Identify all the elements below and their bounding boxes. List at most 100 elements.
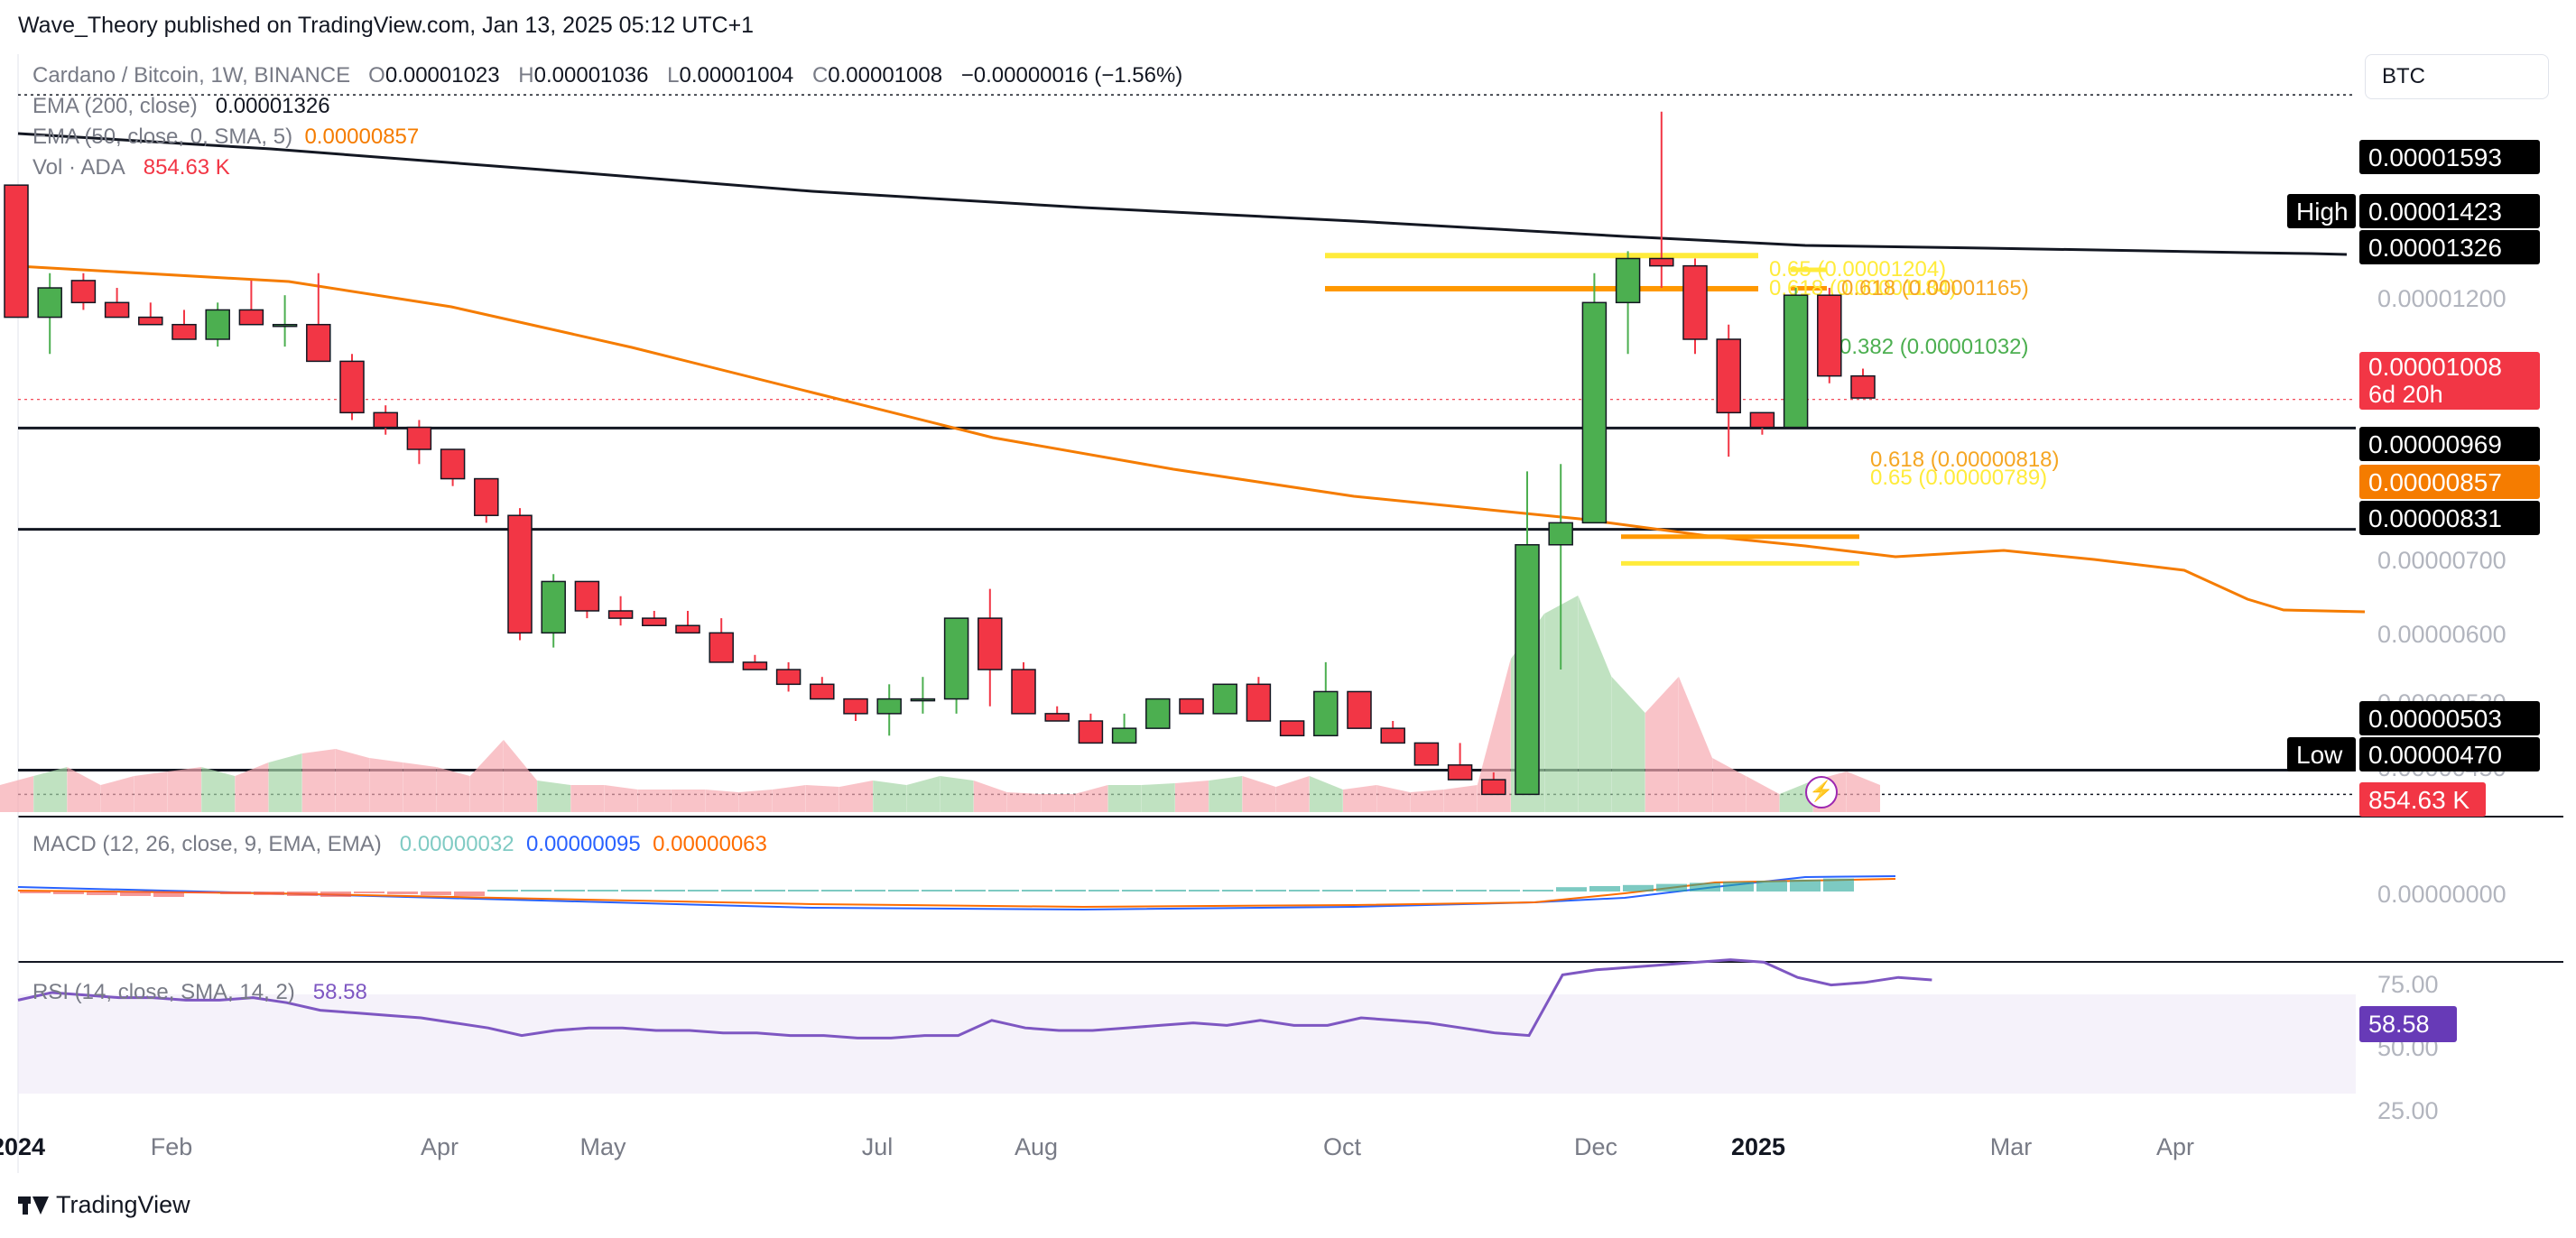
price-badge-text: 0.00001326 <box>2368 234 2502 262</box>
publisher-line: Wave_Theory published on TradingView.com… <box>18 13 755 38</box>
legend-vol-row[interactable]: Vol · ADA 854.63 K <box>32 155 230 180</box>
volume-area <box>168 767 201 812</box>
price-badge-text: 0.00000503 <box>2368 705 2502 733</box>
price-badge <box>2359 501 2540 535</box>
macd-hist-bar <box>1155 890 1186 892</box>
tradingview-mark-icon <box>18 1195 49 1216</box>
x-axis-label: Mar <box>1990 1133 2033 1160</box>
legend-rsi-row[interactable]: RSI (14, close, SMA, 14, 2) 58.58 <box>32 980 367 1005</box>
fib-label: 0.382 (0.00001032) <box>1839 335 2029 359</box>
x-axis-label: Dec <box>1574 1133 1617 1160</box>
x-axis-label: 2024 <box>0 1133 45 1160</box>
candle-body <box>4 184 29 319</box>
legend-ema50-row[interactable]: EMA (50, close, 0, SMA, 5) 0.00000857 <box>32 125 419 150</box>
price-badge-countdown: 6d 20h <box>2368 381 2443 408</box>
candle-body <box>104 301 130 319</box>
legend-ema200-row[interactable]: EMA (200, close) 0.00001326 <box>32 94 343 119</box>
price-badge-text: 854.63 K <box>2368 786 2469 814</box>
macd-hist-bar <box>788 890 819 892</box>
volume-area <box>403 762 437 812</box>
candle-body <box>1044 713 1070 722</box>
macd-hist-bar <box>1322 890 1353 892</box>
candle-body <box>1649 257 1674 267</box>
macd-hist-bar <box>1690 882 1720 892</box>
lightning-icon[interactable]: ⚡ <box>1805 776 1838 808</box>
candle-body <box>1246 683 1272 722</box>
legend-vol-label: Vol · ADA <box>32 155 125 180</box>
price-badge-tag <box>2287 737 2356 771</box>
rsi-band <box>18 994 2356 1094</box>
currency-button[interactable]: BTC <box>2365 54 2549 99</box>
fib-label: 0.618 (0.00000818) <box>1870 448 2060 472</box>
price-badge <box>2359 465 2540 499</box>
candle-body <box>1548 522 1573 546</box>
volume-area <box>940 776 974 812</box>
macd-hist-bar <box>1623 884 1654 892</box>
legend-symbol-row[interactable]: Cardano / Bitcoin, 1W, BINANCE O0.000010… <box>32 63 1182 88</box>
candle-body <box>876 698 902 715</box>
ema200-line <box>17 132 2348 256</box>
price-badge <box>2359 194 2540 228</box>
candle-body <box>1011 669 1036 715</box>
fib-label: 0.618 (0.00001165) <box>1841 276 2029 300</box>
candle-body <box>272 323 298 328</box>
candle-body <box>238 309 264 326</box>
candle-body <box>1682 264 1708 340</box>
volume-area <box>1376 785 1411 812</box>
volume-area <box>1141 783 1175 812</box>
macd-hist-bar <box>1756 881 1787 892</box>
volume-area <box>705 790 739 812</box>
ema50-line <box>17 264 2366 614</box>
macd-hist-bar <box>1790 879 1821 892</box>
macd-hist-bar <box>454 892 485 896</box>
candle-body <box>1078 720 1104 744</box>
macd-hist-bar <box>254 892 284 895</box>
price-badge <box>2359 230 2540 264</box>
macd-hist-bar <box>588 890 618 892</box>
legend-h: H0.00001036 <box>518 63 649 88</box>
macd-hist-bar <box>1389 890 1420 892</box>
legend-macd-hist: 0.00000032 <box>399 832 514 856</box>
candle-body <box>775 669 802 686</box>
volume-area <box>772 785 806 812</box>
candle-body <box>675 624 700 634</box>
macd-hist-bar <box>955 890 986 892</box>
volume-area <box>1242 776 1276 812</box>
volume-area <box>738 790 773 812</box>
volume-area <box>537 781 571 812</box>
price-badge-tag <box>2287 194 2356 228</box>
volume-area <box>1410 790 1444 812</box>
fib-band-065-low <box>1621 560 1859 566</box>
price-badge-text: 0.00001008 <box>2368 353 2502 381</box>
legend-macd-row[interactable]: MACD (12, 26, close, 9, EMA, EMA) 0.0000… <box>32 832 767 857</box>
volume-area <box>301 749 336 812</box>
volume-area <box>1175 781 1209 812</box>
candle-body <box>1279 720 1305 737</box>
legend-ema200-label: EMA (200, close) <box>32 94 198 118</box>
volume-area <box>604 785 638 812</box>
candle-body <box>70 280 97 304</box>
macd-hist-bar <box>922 890 952 892</box>
candle-body <box>1447 764 1473 781</box>
macd-hist-bar <box>855 890 885 892</box>
candle-body <box>843 698 868 715</box>
legend-o: O0.00001023 <box>368 63 500 88</box>
legend-change: −0.00000016 (−1.56%) <box>960 63 1183 88</box>
price-badge <box>2359 737 2540 771</box>
candle-body <box>205 309 230 340</box>
y-axis-label: 0.00001200 <box>2377 285 2507 312</box>
tradingview-brand: TradingView <box>56 1191 190 1218</box>
tradingview-logo[interactable]: TradingView <box>18 1191 190 1219</box>
fib-label: 0.65 (0.00000789) <box>1870 466 2047 490</box>
volume-area <box>235 762 269 812</box>
macd-hist-bar <box>1723 882 1754 892</box>
price-badge-text: 0.00000470 <box>2368 741 2502 769</box>
rsi-value-badge-text: 58.58 <box>2368 1011 2430 1038</box>
macd-hist-bar <box>320 892 351 897</box>
price-badge-text: 0.00000857 <box>2368 468 2502 496</box>
macd-hist-bar <box>120 892 151 896</box>
candle-body <box>810 683 835 700</box>
rsi-axis-label: 25.00 <box>2377 1097 2439 1124</box>
volume-area <box>469 740 504 812</box>
